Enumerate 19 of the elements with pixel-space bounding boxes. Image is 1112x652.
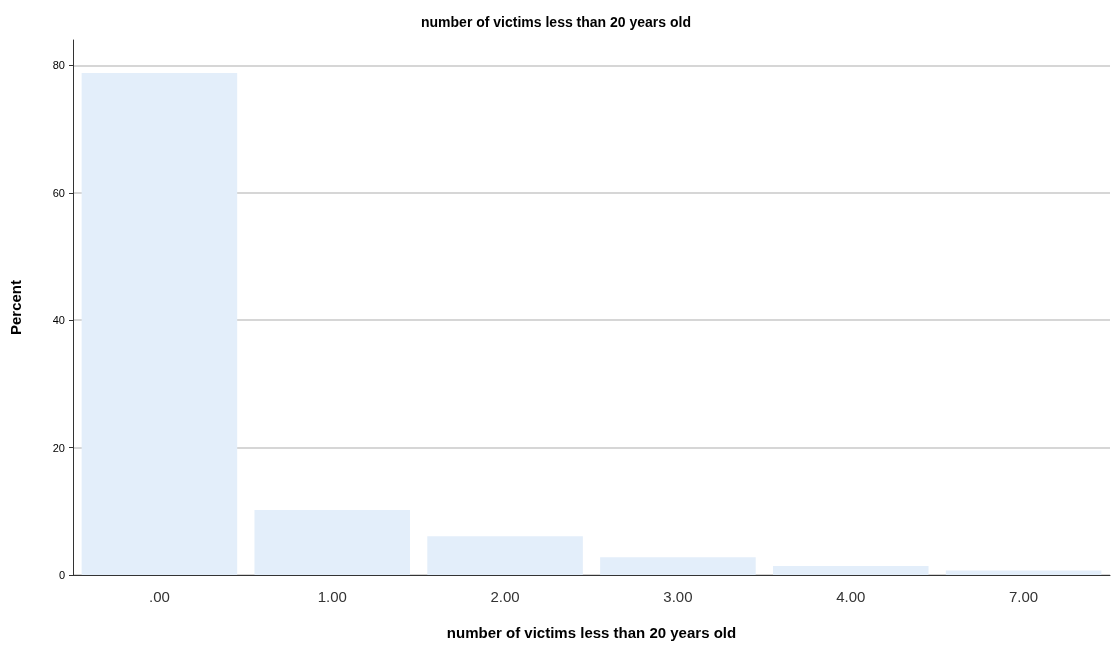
y-tick-label: 40 <box>52 314 65 327</box>
chart-title: number of victims less than 20 years old <box>421 14 691 30</box>
bar <box>772 566 929 575</box>
bar <box>254 510 411 575</box>
x-tick-label: 7.00 <box>1008 588 1039 605</box>
y-tick-label: 0 <box>58 569 65 581</box>
y-tick-label: 20 <box>52 441 65 454</box>
x-axis-title: number of victims less than 20 years old <box>446 624 737 641</box>
x-tick-label: 1.00 <box>317 588 347 605</box>
bar <box>81 73 238 575</box>
y-tick-label: 60 <box>52 186 65 199</box>
bar <box>427 536 583 575</box>
y-axis-title: Percent <box>7 279 24 336</box>
y-tick-label: 80 <box>52 59 65 72</box>
x-tick-label: 2.00 <box>490 588 520 605</box>
x-tick-label: .00 <box>148 588 170 605</box>
x-tick-label: 4.00 <box>836 588 866 605</box>
x-tick-label: 3.00 <box>663 588 693 605</box>
bar <box>600 557 756 575</box>
